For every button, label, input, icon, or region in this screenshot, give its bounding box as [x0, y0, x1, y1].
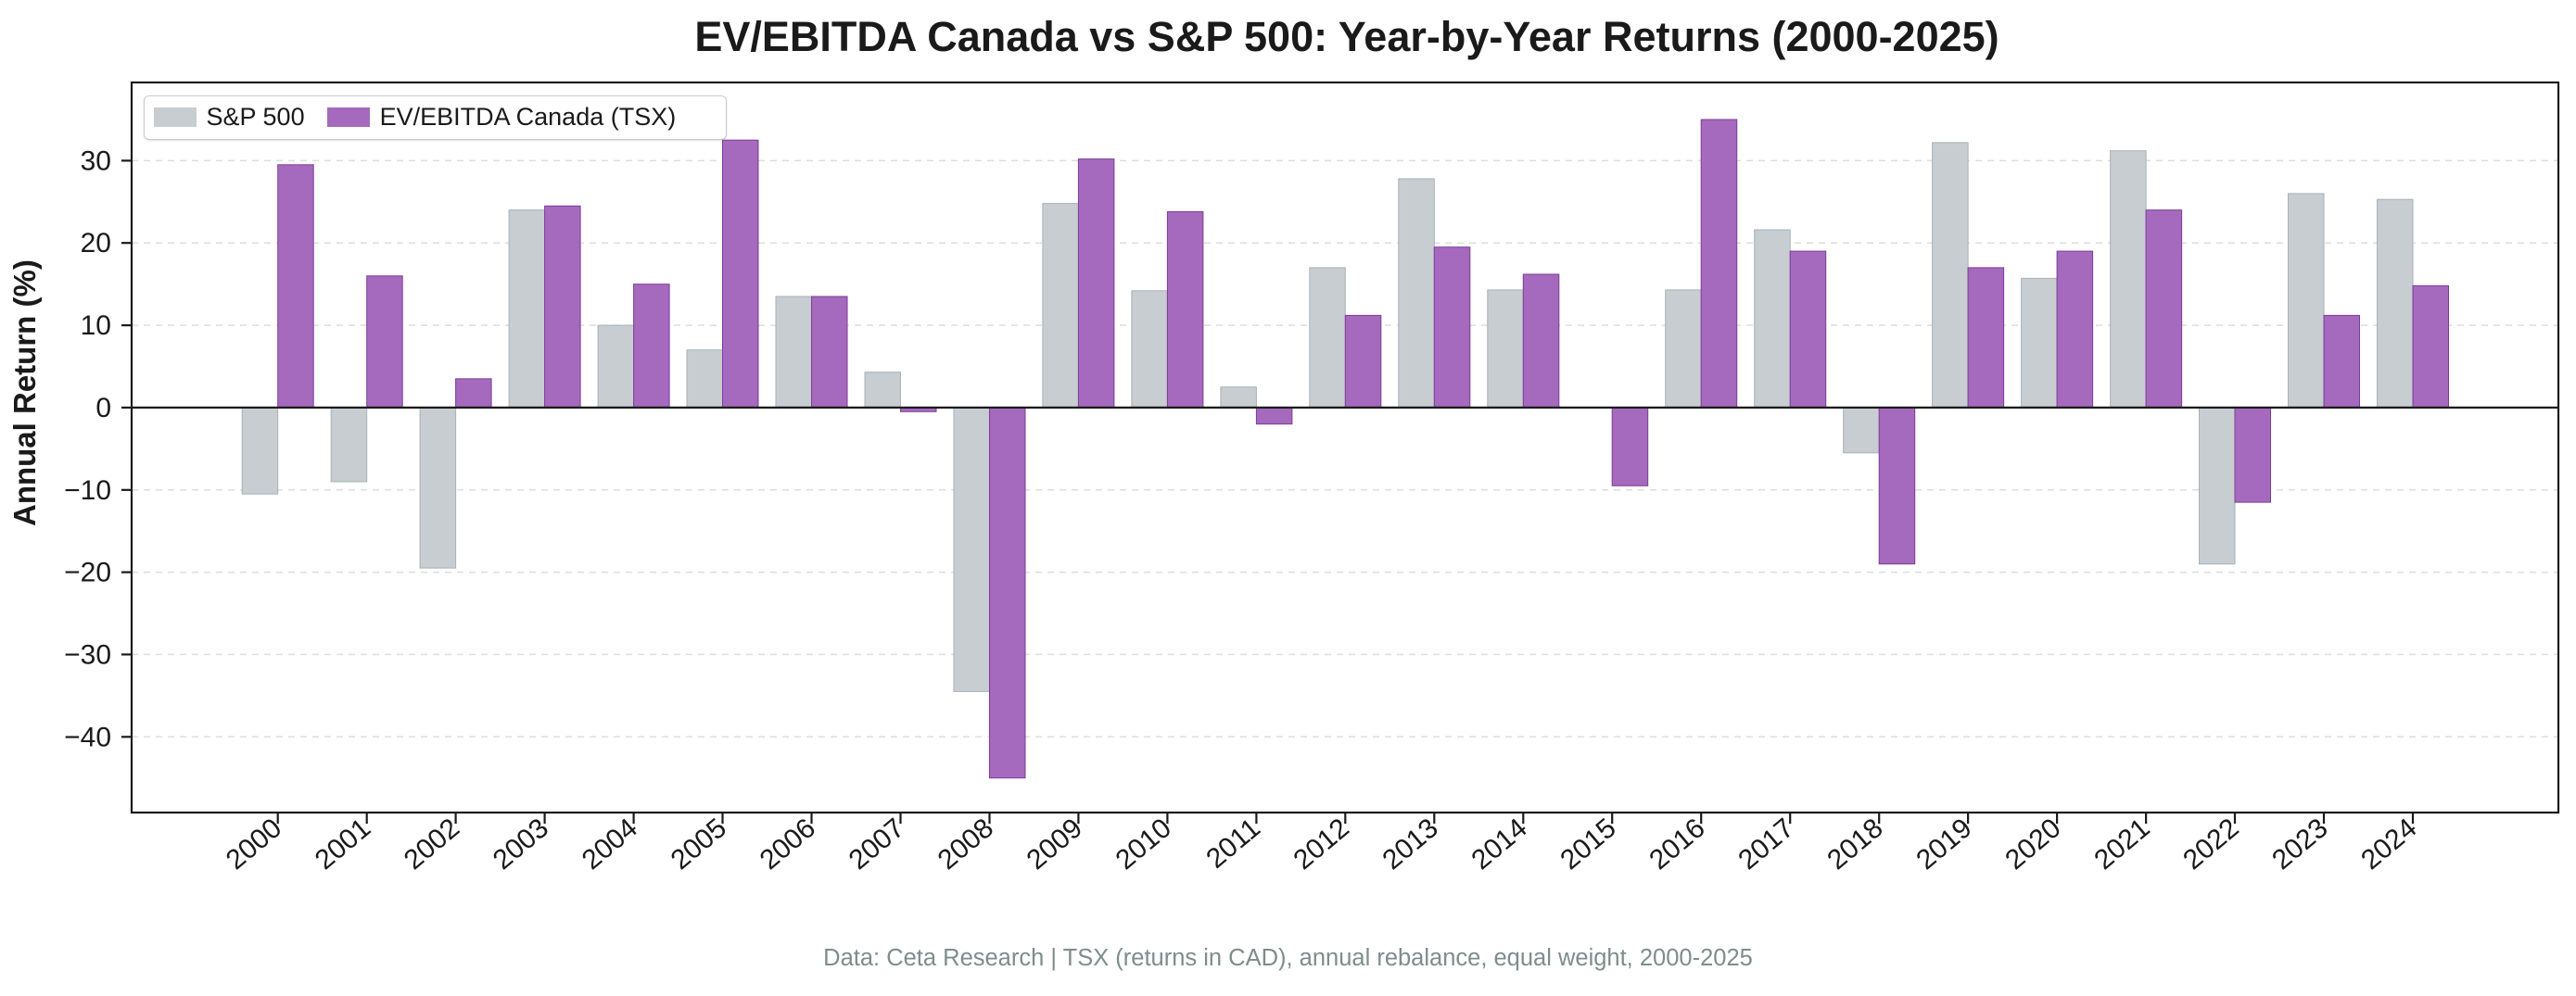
svg-text:−40: −40: [64, 722, 111, 752]
svg-text:0: 0: [95, 393, 111, 423]
svg-text:−30: −30: [64, 639, 111, 670]
svg-text:−10: −10: [64, 475, 111, 506]
svg-text:−20: −20: [64, 558, 111, 588]
svg-text:30: 30: [81, 145, 111, 176]
svg-text:10: 10: [81, 310, 111, 341]
svg-text:20: 20: [81, 228, 111, 258]
